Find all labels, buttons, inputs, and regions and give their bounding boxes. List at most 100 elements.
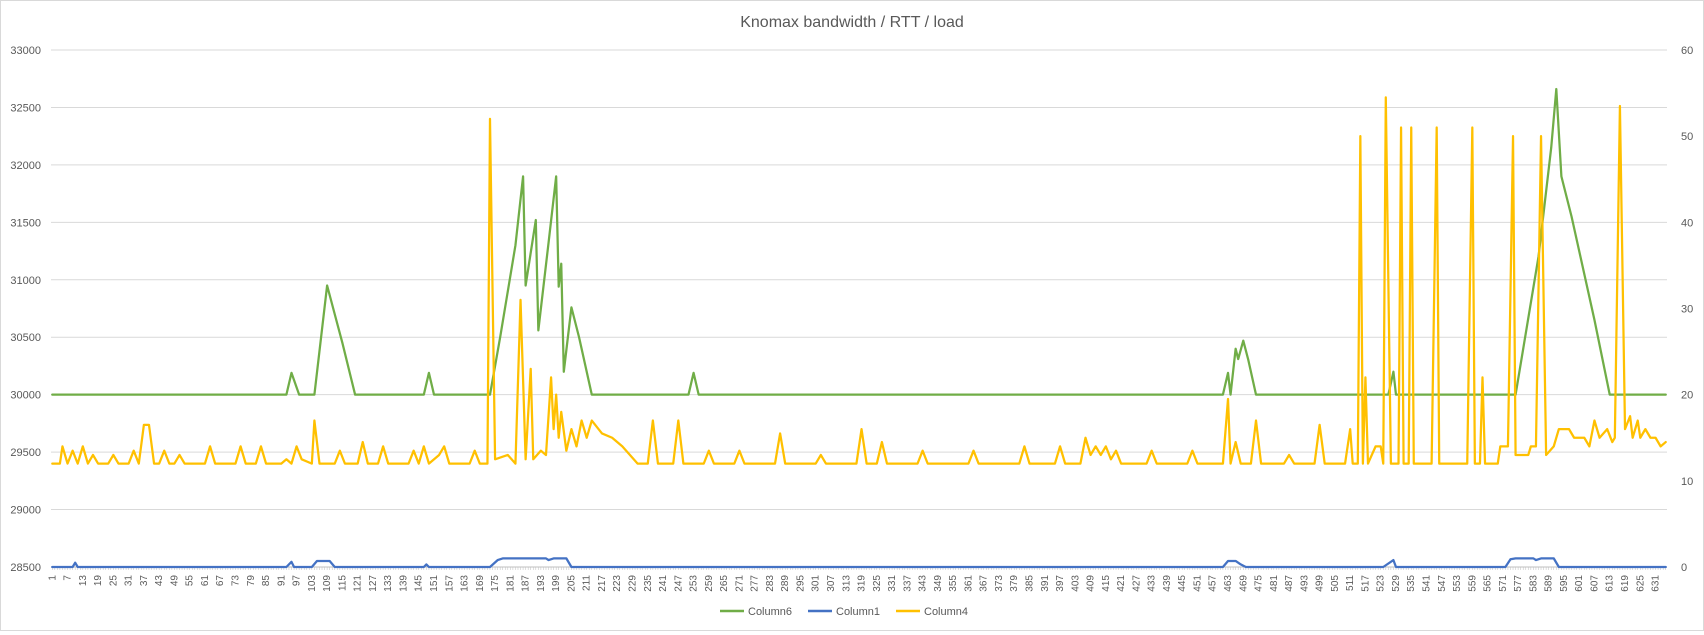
x-tick-label: 25 <box>108 575 119 587</box>
x-tick-label: 175 <box>490 575 501 592</box>
x-tick-label: 403 <box>1070 575 1081 592</box>
x-tick-label: 421 <box>1116 575 1127 592</box>
x-tick-label: 595 <box>1559 575 1570 592</box>
x-tick-label: 211 <box>582 575 593 591</box>
x-tick-label: 13 <box>78 575 89 587</box>
x-tick-label: 49 <box>169 575 180 587</box>
x-tick-label: 301 <box>811 575 822 592</box>
left-y-tick-label: 29500 <box>10 447 41 459</box>
x-tick-label: 349 <box>933 575 944 592</box>
left-y-tick-label: 32500 <box>10 102 41 114</box>
left-y-axis: 28500 29000 29500 30000 30500 31000 31500 32000… <box>10 45 41 574</box>
x-tick-label: 313 <box>841 575 852 592</box>
x-tick-label: 151 <box>429 575 440 592</box>
x-tick-label: 19 <box>93 575 104 587</box>
series-line-column6 <box>51 87 1667 396</box>
x-tick-label: 541 <box>1422 575 1433 592</box>
right-y-tick-label: 50 <box>1681 131 1693 143</box>
x-tick-label: 613 <box>1605 575 1616 592</box>
left-y-tick-label: 31500 <box>10 217 41 229</box>
x-tick-label: 199 <box>551 575 562 592</box>
x-tick-label: 91 <box>276 575 287 587</box>
x-tick-label: 307 <box>826 575 837 592</box>
x-axis: 1 7 13 19 25 31 37 43 49 55 61 67 73 79 85 91 97 103 109 11… <box>47 567 1666 592</box>
x-tick-label: 577 <box>1513 575 1524 592</box>
x-tick-label: 457 <box>1208 575 1219 592</box>
x-tick-label: 559 <box>1467 575 1478 592</box>
x-tick-label: 337 <box>902 575 913 592</box>
x-tick-label: 511 <box>1345 575 1356 591</box>
left-y-tick-label: 31000 <box>10 275 41 287</box>
x-tick-label: 523 <box>1376 575 1387 592</box>
right-y-tick-label: 20 <box>1681 390 1693 402</box>
x-tick-label: 607 <box>1589 575 1600 592</box>
x-tick-label: 289 <box>780 575 791 592</box>
x-tick-label: 619 <box>1620 575 1631 592</box>
legend-label: Column6 <box>748 606 792 618</box>
x-tick-label: 397 <box>1055 575 1066 592</box>
x-tick-label: 67 <box>215 575 226 587</box>
x-tick-label: 469 <box>1238 575 1249 592</box>
x-tick-label: 157 <box>444 575 455 592</box>
x-tick-label: 295 <box>795 575 806 592</box>
x-tick-label: 265 <box>719 575 730 592</box>
right-y-tick-label: 0 <box>1681 562 1687 574</box>
x-tick-label: 55 <box>185 575 196 587</box>
x-tick-label: 319 <box>857 575 868 592</box>
x-tick-label: 43 <box>154 575 165 587</box>
x-tick-label: 223 <box>612 575 623 592</box>
x-tick-label: 235 <box>643 575 654 592</box>
x-tick-label: 139 <box>398 575 409 592</box>
left-y-tick-label: 30500 <box>10 332 41 344</box>
x-tick-label: 601 <box>1574 575 1585 592</box>
x-tick-label: 241 <box>658 575 669 592</box>
x-tick-label: 193 <box>536 575 547 592</box>
x-tick-label: 259 <box>704 575 715 592</box>
x-tick-label: 169 <box>475 575 486 592</box>
x-tick-label: 463 <box>1223 575 1234 592</box>
x-tick-label: 583 <box>1528 575 1539 592</box>
x-tick-label: 85 <box>261 575 272 587</box>
x-tick-label: 181 <box>505 575 516 592</box>
right-y-tick-label: 30 <box>1681 304 1693 316</box>
x-tick-label: 517 <box>1360 575 1371 592</box>
x-tick-label: 187 <box>521 575 532 592</box>
left-y-tick-label: 30000 <box>10 390 41 402</box>
x-tick-label: 439 <box>1162 575 1173 592</box>
x-tick-label: 331 <box>887 575 898 592</box>
legend-label: Column1 <box>836 606 880 618</box>
x-tick-label: 205 <box>566 575 577 592</box>
x-tick-label: 127 <box>368 575 379 592</box>
x-tick-label: 571 <box>1498 575 1509 592</box>
x-tick-label: 31 <box>124 575 135 587</box>
x-tick-label: 487 <box>1284 575 1295 592</box>
x-tick-label: 61 <box>200 575 211 587</box>
x-tick-label: 385 <box>1025 575 1036 592</box>
x-tick-label: 379 <box>1009 575 1020 592</box>
x-tick-label: 475 <box>1254 575 1265 592</box>
x-tick-label: 451 <box>1192 575 1203 592</box>
x-tick-label: 535 <box>1406 575 1417 592</box>
x-tick-label: 253 <box>689 575 700 592</box>
gridlines <box>51 49 1667 568</box>
x-tick-label: 145 <box>414 575 425 592</box>
x-tick-label: 493 <box>1299 575 1310 592</box>
x-tick-label: 73 <box>231 575 242 587</box>
x-tick-label: 37 <box>139 575 150 587</box>
left-y-tick-label: 29000 <box>10 505 41 517</box>
x-tick-label: 277 <box>750 575 761 592</box>
x-tick-label: 355 <box>948 575 959 592</box>
x-tick-label: 565 <box>1483 575 1494 592</box>
x-tick-label: 547 <box>1437 575 1448 592</box>
x-tick-label: 163 <box>460 575 471 592</box>
x-tick-label: 631 <box>1651 575 1662 592</box>
x-tick-label: 529 <box>1391 575 1402 592</box>
x-tick-label: 481 <box>1269 575 1280 592</box>
x-tick-label: 103 <box>307 575 318 592</box>
x-tick-label: 343 <box>918 575 929 592</box>
x-tick-label: 271 <box>734 575 745 592</box>
right-y-tick-label: 40 <box>1681 217 1693 229</box>
x-tick-label: 427 <box>1131 575 1142 592</box>
